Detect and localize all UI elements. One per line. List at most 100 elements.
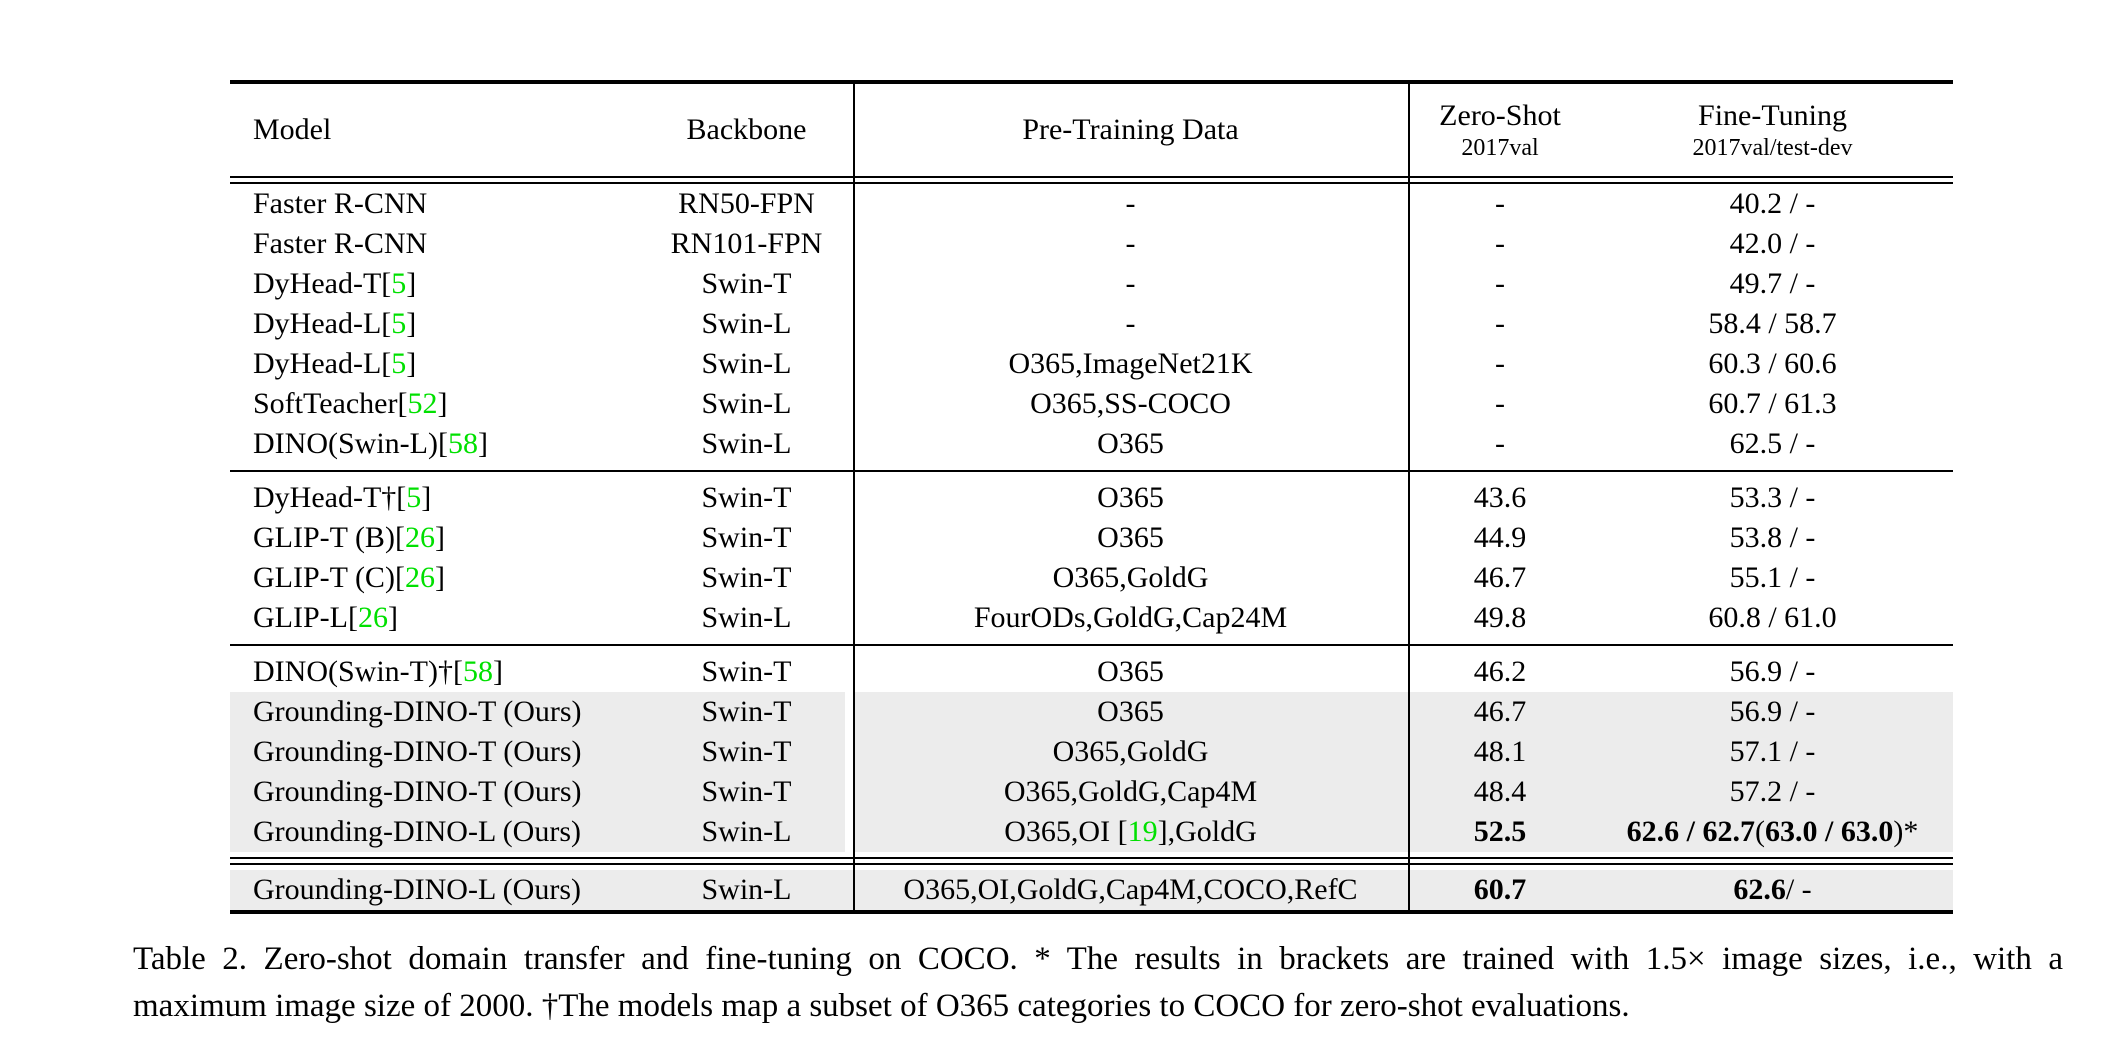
table-header-row: Model Backbone Pre-Training Data Zero-Sh… bbox=[230, 84, 1953, 176]
citation-number: 5 bbox=[391, 347, 407, 380]
model-cell: DyHead-L [5] bbox=[230, 347, 640, 381]
pretrain-cell: O365,OI,GoldG,Cap4M,COCO,RefC bbox=[853, 873, 1408, 907]
table-row: Grounding-DINO-T (Ours) Swin-T O365,GoldG 4… bbox=[230, 732, 1953, 772]
citation-bracket: [ bbox=[381, 307, 392, 340]
model-cell: GLIP-T (B) [26] bbox=[230, 521, 640, 555]
table-row: Grounding-DINO-L (Ours) Swin-L O365,OI [19… bbox=[230, 812, 1953, 852]
table-row: Faster R-CNN RN101-FPN - - 42.0 / - bbox=[230, 224, 1953, 264]
caption-line-2: maximum image size of 2000. †The models … bbox=[133, 988, 1630, 1024]
model-cell: Faster R-CNN bbox=[230, 227, 640, 261]
backbone-cell: RN101-FPN bbox=[670, 227, 823, 260]
citation-number: 5 bbox=[406, 481, 422, 514]
cell-text: O365,ImageNet21K bbox=[1008, 347, 1253, 380]
citation-number: 5 bbox=[391, 307, 407, 340]
cell-text: 49.7 / - bbox=[1729, 267, 1816, 300]
finetune-cell: 62.6 / 62.7 (63.0 / 63.0)* bbox=[1592, 815, 1953, 849]
zeroshot-cell: 60.7 bbox=[1408, 873, 1592, 907]
section-rule-2 bbox=[230, 644, 1953, 646]
cell-text: 46.7 bbox=[1473, 695, 1527, 728]
backbone-cell: Swin-L bbox=[701, 815, 792, 848]
header-zeroshot-title: Zero-Shot bbox=[1439, 99, 1561, 132]
cell-text: 46.7 bbox=[1473, 561, 1527, 594]
model-cell: DyHead-L [5] bbox=[230, 307, 640, 341]
model-name: DyHead-T bbox=[253, 267, 382, 300]
model-name: GLIP-T (C) bbox=[253, 561, 395, 594]
pretrain-cell: - bbox=[853, 307, 1408, 341]
cell-text: FourODs,GoldG,Cap24M bbox=[973, 601, 1288, 634]
cell-text: O365,GoldG,Cap4M bbox=[1003, 775, 1258, 808]
zeroshot-cell: - bbox=[1408, 187, 1592, 221]
pretrain-cell: FourODs,GoldG,Cap24M bbox=[853, 601, 1408, 635]
column-divider-right bbox=[1408, 80, 1410, 914]
backbone-cell: Swin-T bbox=[701, 481, 792, 514]
citation-bracket: ] bbox=[406, 307, 417, 340]
table-row: GLIP-T (C) [26] Swin-T O365,GoldG 46.7 55.1 … bbox=[230, 558, 1953, 598]
zeroshot-cell: 52.5 bbox=[1408, 815, 1592, 849]
section-rule-1 bbox=[230, 470, 1953, 472]
model-name: Faster R-CNN bbox=[253, 187, 428, 220]
citation-bracket: [ bbox=[437, 427, 448, 460]
model-name: Grounding-DINO-T (Ours) bbox=[253, 695, 582, 728]
zeroshot-cell: 43.6 bbox=[1408, 481, 1592, 515]
model-cell: DyHead-T [5] bbox=[230, 267, 640, 301]
row-highlight bbox=[855, 772, 1953, 812]
cell-text: 56.9 / - bbox=[1729, 655, 1816, 688]
finetune-cell: 60.7 / 61.3 bbox=[1592, 387, 1953, 421]
cell-text: 56.9 / - bbox=[1729, 695, 1816, 728]
cell-text: 48.1 bbox=[1473, 735, 1527, 768]
backbone-cell: Swin-L bbox=[701, 601, 792, 634]
citation-number: 5 bbox=[391, 267, 407, 300]
model-name: Grounding-DINO-T (Ours) bbox=[253, 735, 582, 768]
finetune-cell: 40.2 / - bbox=[1592, 187, 1953, 221]
finetune-cell: 60.3 / 60.6 bbox=[1592, 347, 1953, 381]
cell-text: 60.7 bbox=[1473, 873, 1527, 906]
citation-bracket: [ bbox=[347, 601, 358, 634]
finetune-cell: 56.9 / - bbox=[1592, 655, 1953, 689]
cell-text: - bbox=[1495, 387, 1505, 420]
pretrain-cell: O365,GoldG bbox=[853, 561, 1408, 595]
pretrain-cell: O365,GoldG,Cap4M bbox=[853, 775, 1408, 809]
finetune-cell: 62.6 / - bbox=[1592, 873, 1953, 907]
model-cell: GLIP-L [26] bbox=[230, 601, 640, 635]
citation-bracket: [ bbox=[397, 387, 408, 420]
citation-bracket: ] bbox=[421, 481, 432, 514]
cell-text: 43.6 bbox=[1473, 481, 1527, 514]
row-highlight bbox=[230, 870, 1953, 910]
header-finetune: Fine-Tuning 2017val/test-dev bbox=[1592, 98, 1953, 162]
pretrain-cell: - bbox=[853, 267, 1408, 301]
zeroshot-cell: 48.1 bbox=[1408, 735, 1592, 769]
cell-text: - bbox=[1125, 227, 1136, 260]
table-bottom-rule bbox=[230, 910, 1953, 914]
citation-number: 52 bbox=[407, 387, 438, 420]
zeroshot-cell: - bbox=[1408, 347, 1592, 381]
finetune-cell: 57.1 / - bbox=[1592, 735, 1953, 769]
backbone-cell: RN50-FPN bbox=[678, 187, 815, 220]
caption-line-1: Table 2. Zero-shot domain transfer and f… bbox=[133, 941, 2063, 977]
zeroshot-cell: - bbox=[1408, 307, 1592, 341]
table-caption: Table 2. Zero-shot domain transfer and f… bbox=[133, 936, 2063, 1030]
citation-bracket: ] bbox=[434, 561, 445, 594]
pretrain-cell: - bbox=[853, 187, 1408, 221]
finetune-cell: 53.3 / - bbox=[1592, 481, 1953, 515]
model-cell: DINO(Swin-T)† [58] bbox=[230, 655, 640, 689]
model-name: DyHead-L bbox=[253, 307, 382, 340]
cell-text: - bbox=[1495, 347, 1505, 380]
cell-text: O365,OI,GoldG,Cap4M,COCO,RefC bbox=[903, 873, 1358, 906]
row-highlight bbox=[230, 732, 845, 772]
model-name: SoftTeacher bbox=[253, 387, 398, 420]
backbone-cell: Swin-T bbox=[701, 735, 792, 768]
zeroshot-cell: - bbox=[1408, 267, 1592, 301]
finetune-cell: 58.4 / 58.7 bbox=[1592, 307, 1953, 341]
citation-bracket: [ bbox=[452, 655, 463, 688]
header-pretrain: Pre-Training Data bbox=[1022, 113, 1239, 146]
citation-number: 19 bbox=[1127, 815, 1158, 848]
cell-text: 63.0 / 63.0 bbox=[1765, 815, 1894, 848]
cell-text: 42.0 / - bbox=[1729, 227, 1816, 260]
model-cell: Grounding-DINO-L (Ours) bbox=[230, 815, 640, 849]
cell-text: O365 bbox=[1097, 427, 1164, 460]
cell-text: 62.5 / - bbox=[1729, 427, 1816, 460]
cell-text: 46.2 bbox=[1473, 655, 1527, 688]
cell-text: 55.1 / - bbox=[1729, 561, 1816, 594]
pretrain-cell: O365,GoldG bbox=[853, 735, 1408, 769]
